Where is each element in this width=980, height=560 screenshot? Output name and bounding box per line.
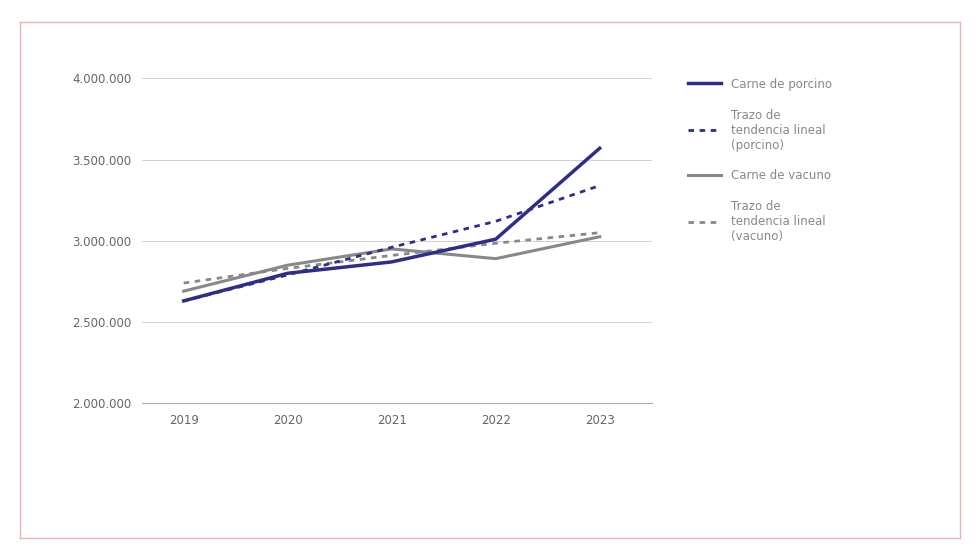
Legend: Carne de porcino, Trazo de
tendencia lineal
(porcino), Carne de vacuno, Trazo de: Carne de porcino, Trazo de tendencia lin…	[688, 78, 832, 243]
